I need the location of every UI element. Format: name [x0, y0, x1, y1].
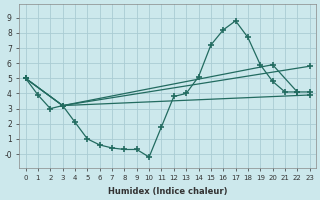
- X-axis label: Humidex (Indice chaleur): Humidex (Indice chaleur): [108, 187, 228, 196]
